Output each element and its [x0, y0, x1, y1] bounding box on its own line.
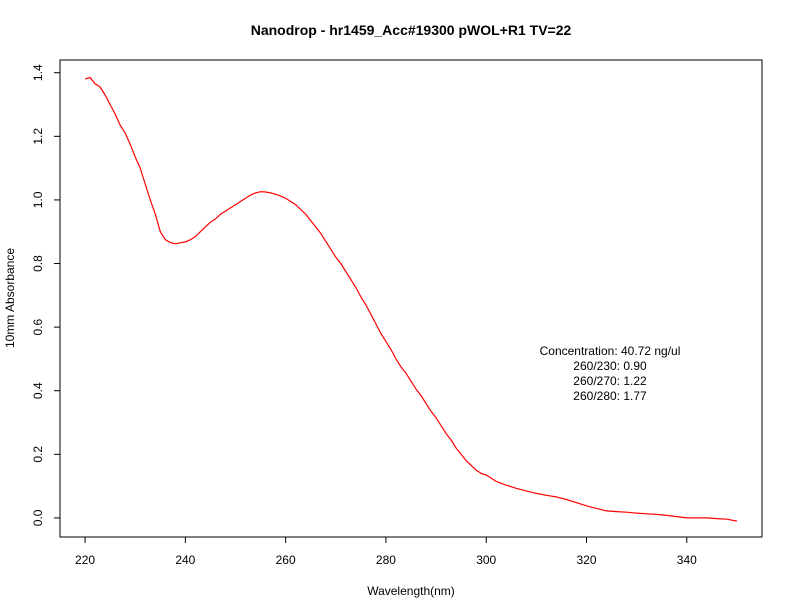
series-layer [84, 76, 738, 522]
y-tick-label: 0.4 [31, 382, 45, 399]
x-tick-label: 220 [75, 553, 95, 567]
annotation-line: 260/280: 1.77 [573, 389, 647, 403]
chart-title: Nanodrop - hr1459_Acc#19300 pWOL+R1 TV=2… [251, 22, 572, 38]
y-tick-label: 0.0 [31, 509, 45, 526]
x-tick-label: 240 [175, 553, 195, 567]
x-axis: 220 240 260 280 300 320 340 [75, 536, 697, 567]
annotation-line: 260/270: 1.22 [573, 374, 647, 388]
x-tick-label: 340 [677, 553, 697, 567]
y-tick-label: 1.0 [31, 191, 45, 208]
x-tick-label: 300 [476, 553, 496, 567]
x-tick-label: 320 [576, 553, 596, 567]
annotation-line: Concentration: 40.72 ng/ul [540, 344, 681, 358]
absorbance-line [84, 76, 738, 522]
y-tick-label: 0.6 [31, 318, 45, 335]
x-axis-label: Wavelength(nm) [367, 584, 455, 598]
y-tick-label: 0.8 [31, 255, 45, 272]
y-tick-label: 1.4 [31, 64, 45, 81]
y-axis-label: 10mm Absorbance [3, 248, 17, 348]
y-axis: 0.0 0.2 0.4 0.6 0.8 1.0 1.2 1.4 [31, 64, 61, 526]
y-tick-label: 1.2 [31, 128, 45, 145]
annotation-line: 260/230: 0.90 [573, 359, 647, 373]
x-tick-label: 280 [376, 553, 396, 567]
y-tick-label: 0.2 [31, 446, 45, 463]
x-tick-label: 260 [276, 553, 296, 567]
